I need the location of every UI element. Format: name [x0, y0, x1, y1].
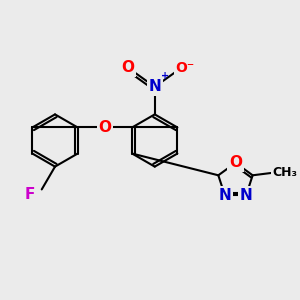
Text: N: N	[240, 188, 253, 203]
Text: N: N	[148, 79, 161, 94]
Text: O⁻: O⁻	[176, 61, 195, 75]
Text: O: O	[121, 60, 134, 75]
Text: F: F	[25, 187, 35, 202]
Text: CH₃: CH₃	[272, 167, 297, 179]
Text: O: O	[229, 155, 242, 170]
Text: O: O	[98, 120, 111, 135]
Text: +: +	[161, 71, 169, 81]
Text: N: N	[218, 188, 231, 203]
